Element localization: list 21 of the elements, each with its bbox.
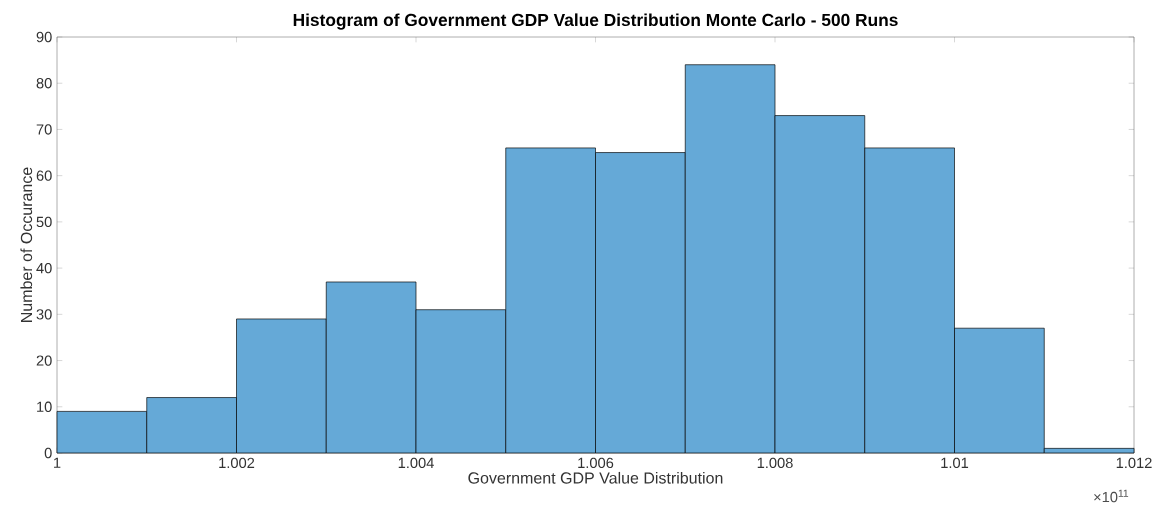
y-tick-label: 50 (36, 216, 52, 228)
y-tick-label: 10 (37, 401, 52, 412)
x-tick-label: 1.006 (578, 457, 614, 469)
y-tick-label: 80 (36, 78, 52, 89)
text: ×10$^{11}$ (1094, 489, 1129, 503)
y-tick-label: 70 (36, 124, 52, 135)
y-tick-label: 60 (36, 170, 52, 181)
y-tick-label: 30 (36, 309, 52, 320)
x-tick-label: 1.012 (1116, 457, 1152, 469)
y-tick-label: 40 (36, 262, 52, 274)
x-tick-label: 1 (54, 457, 61, 468)
x-tick-label: 1.004 (398, 457, 434, 469)
y-axis-title: Number of Occurance (20, 167, 33, 322)
chart-title: Histogram of Government GDP Value Distribution Monte Carlo - 500 Runs (293, 13, 898, 30)
y-tick-label: 90 (36, 31, 52, 43)
y-tick-label: 0 (44, 447, 52, 459)
x-axis-title: Government GDP Value Distribution (468, 471, 723, 484)
y-tick-label: 20 (36, 355, 52, 366)
x-tick-label: 1.008 (757, 457, 793, 469)
x-tick-label: 1.01 (941, 457, 969, 469)
x-tick-label: 1.002 (219, 457, 255, 469)
